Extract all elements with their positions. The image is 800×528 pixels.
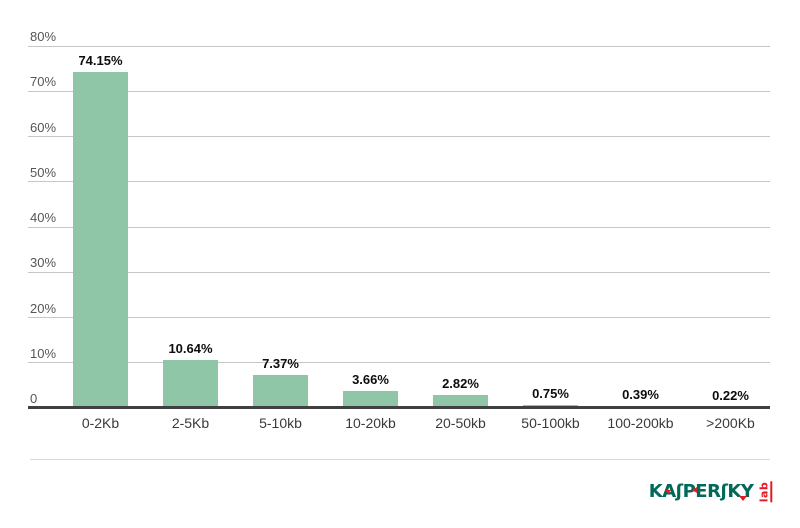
x-tick-label: 0-2Kb (81, 415, 120, 431)
bar-value-label: 0.39% (622, 387, 659, 403)
kaspersky-lab-label: lab (757, 481, 773, 503)
y-gridline (28, 181, 770, 183)
y-tick-label: 20% (30, 300, 57, 316)
x-tick-label: 5-10kb (259, 415, 302, 431)
bar-value-label: 7.37% (262, 355, 299, 371)
y-gridline (28, 45, 770, 47)
logo-red-triangle-a-icon (664, 490, 671, 494)
y-tick-label: 60% (30, 119, 57, 135)
bar (433, 395, 488, 408)
y-gridline (28, 362, 770, 364)
bar-value-label: 74.15% (78, 53, 123, 69)
y-tick-label: 10% (30, 345, 57, 361)
footer-divider (30, 459, 770, 460)
logo-red-triangle-y-icon (738, 496, 747, 501)
bar-value-label: 3.66% (352, 372, 389, 388)
y-tick-label: 30% (30, 255, 57, 271)
bar-value-label: 0.75% (532, 385, 569, 401)
y-gridline (28, 90, 770, 92)
plot-area: 80% 70% 60% 50% 40% 30% 20% 10% 0 74.15% 0-2Kb 10.6… (28, 30, 770, 431)
x-tick-label: 50-100kb (521, 415, 580, 431)
bar (343, 391, 398, 408)
bar (73, 72, 128, 408)
y-tick-label: 0 (30, 391, 38, 406)
y-tick-label: 70% (30, 74, 57, 90)
bar-value-label: 10.64% (168, 340, 213, 356)
bar (253, 374, 308, 408)
y-gridline (28, 271, 770, 273)
bar (163, 359, 218, 408)
y-gridline (28, 317, 770, 318)
x-tick-label: 20-50kb (435, 415, 486, 431)
kaspersky-wordmark: KAʃPERʃKY (649, 480, 754, 504)
kaspersky-wordmark-text: KAʃPERʃKY (648, 481, 754, 502)
bar-value-label: 0.22% (712, 388, 749, 403)
x-tick-label: 2-5Kb (171, 415, 210, 431)
x-axis-baseline (28, 406, 770, 409)
y-tick-label: 40% (30, 210, 57, 225)
y-tick-label: 50% (30, 164, 57, 180)
logo-red-triangle-e-icon (691, 487, 697, 493)
y-tick-label: 80% (30, 29, 57, 44)
kaspersky-lab-logo: KAʃPERʃKY lab (649, 480, 776, 504)
y-gridline (28, 136, 770, 137)
x-tick-label: >200Kb (706, 415, 755, 431)
x-tick-label: 100-200kb (607, 415, 674, 431)
y-gridline (28, 226, 770, 228)
x-tick-label: 10-20kb (345, 415, 396, 431)
bar-value-label: 2.82% (442, 376, 479, 392)
